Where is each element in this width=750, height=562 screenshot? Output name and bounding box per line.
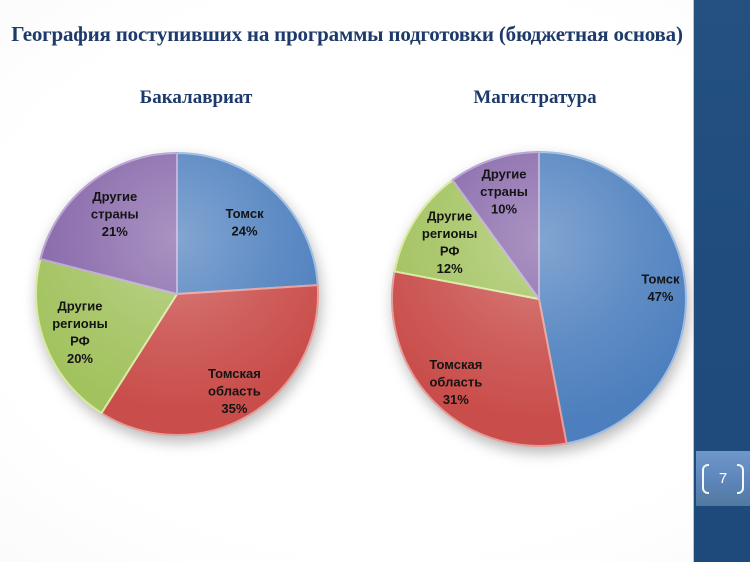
pie-chart-master: Томск 47% Томская область 31% Другие регионы РФ…	[391, 151, 687, 447]
right-bracket-icon	[737, 463, 744, 494]
pie-data-label: Другие регионы РФ 12%	[422, 209, 477, 277]
chart-title-bachelor: Бакалавриат	[139, 87, 253, 108]
pie-data-label: Томская область 31%	[429, 357, 482, 407]
pie-data-label: Другие страны 21%	[91, 189, 139, 239]
pie-data-label: Томск 24%	[226, 206, 265, 239]
page-number-box: 7	[696, 451, 750, 506]
pie-data-label: Томск 47%	[641, 271, 680, 304]
chart-title-master: Магистратура	[473, 87, 597, 108]
page-title: География поступивших на программы подго…	[11, 22, 683, 46]
page-number: 7	[718, 470, 728, 487]
pie-data-label: Томская область 35%	[208, 366, 261, 416]
pie-sheen-overlay	[36, 153, 318, 435]
pie-data-label: Другие регионы РФ 20%	[52, 299, 107, 367]
pie-data-label: Другие страны 10%	[480, 166, 528, 216]
pie-sheen-overlay	[392, 152, 686, 446]
left-bracket-icon	[702, 463, 709, 494]
pie-chart-bachelor: Томск 24% Томская область 35% Другие регионы РФ…	[35, 152, 319, 436]
